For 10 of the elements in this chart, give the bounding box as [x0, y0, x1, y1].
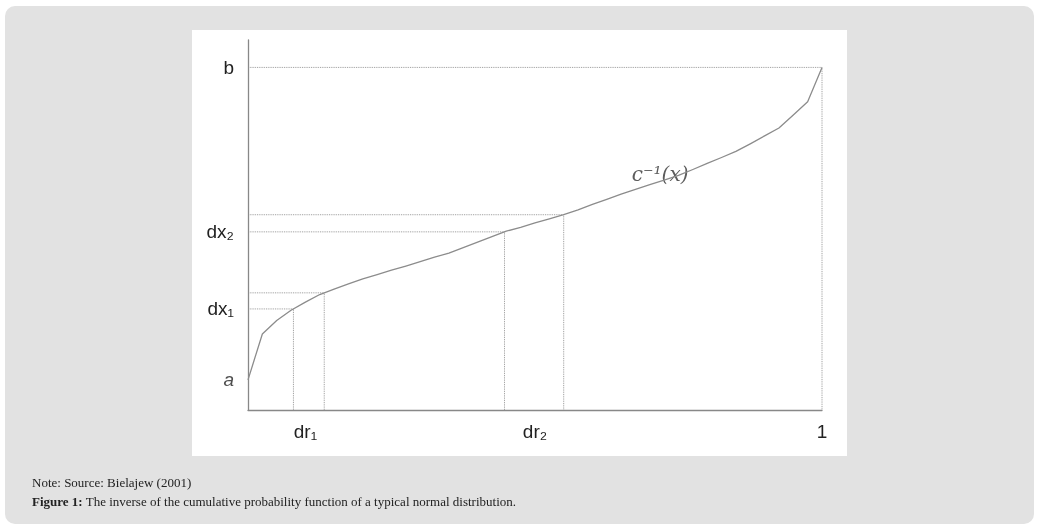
ref-line-label: b [223, 56, 234, 78]
x-tick-label: 1 [816, 421, 828, 442]
series-label: c⁻¹(x) [631, 161, 689, 186]
caption: Figure 1: The inverse of the cumulative probability function of a typical normal distribution. [32, 494, 517, 510]
x-tick-label: dr₁ [293, 421, 318, 442]
x-tick-label: dr₂ [522, 421, 548, 442]
text: Note: Source: Bielajew (2001) [32, 475, 192, 491]
text: a [223, 369, 234, 391]
ref-line-label: dx₁ [207, 298, 234, 320]
ref-line-label: dx₂ [206, 221, 234, 243]
